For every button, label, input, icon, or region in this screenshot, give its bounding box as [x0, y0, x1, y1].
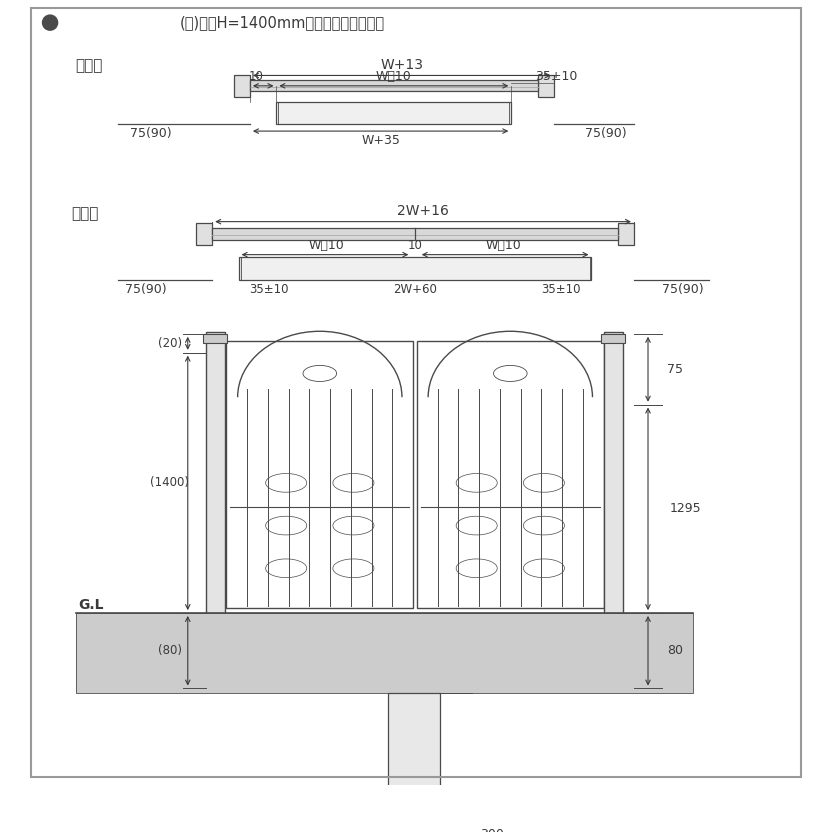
- Text: 75(90): 75(90): [130, 127, 171, 141]
- Text: (　)内はH=1400mmタイプを示します。: ( )内はH=1400mmタイプを示します。: [179, 15, 384, 30]
- Bar: [234, 75, 250, 97]
- Bar: [203, 334, 227, 344]
- Bar: [537, 75, 554, 97]
- Bar: [417, 341, 604, 608]
- Bar: [76, 613, 693, 693]
- Text: 80: 80: [667, 644, 683, 657]
- Text: 1295: 1295: [670, 503, 701, 515]
- Text: 75(90): 75(90): [126, 283, 167, 296]
- Bar: [212, 228, 618, 240]
- Bar: [601, 334, 626, 344]
- Text: W+13: W+13: [380, 58, 423, 72]
- Bar: [250, 80, 537, 92]
- Text: 10: 10: [248, 70, 263, 83]
- Bar: [196, 223, 212, 245]
- Text: 10: 10: [408, 239, 423, 252]
- Text: 2W+16: 2W+16: [397, 205, 449, 218]
- Text: 35±10: 35±10: [542, 283, 581, 296]
- Text: 両開き: 両開き: [71, 206, 98, 221]
- Text: (1400): (1400): [151, 477, 190, 489]
- Text: W－10: W－10: [376, 70, 412, 83]
- Bar: [389, 693, 440, 832]
- Text: (20): (20): [158, 337, 182, 349]
- Text: W－10: W－10: [485, 239, 521, 252]
- Text: G.L: G.L: [78, 598, 104, 612]
- Circle shape: [42, 15, 57, 30]
- Bar: [276, 102, 511, 125]
- Text: 75(90): 75(90): [585, 127, 626, 141]
- Text: W－10: W－10: [309, 239, 344, 252]
- Bar: [239, 257, 592, 280]
- Text: 75(90): 75(90): [662, 283, 704, 296]
- Text: 片開き: 片開き: [76, 58, 103, 73]
- Bar: [618, 223, 634, 245]
- Text: W+35: W+35: [361, 134, 400, 147]
- Text: 300: 300: [480, 828, 503, 832]
- Bar: [604, 332, 622, 689]
- Text: 2W+60: 2W+60: [393, 283, 437, 296]
- Bar: [226, 341, 414, 608]
- Text: (80): (80): [158, 644, 182, 657]
- Bar: [76, 613, 693, 693]
- Text: 35±10: 35±10: [535, 70, 577, 83]
- Text: 35±10: 35±10: [249, 283, 289, 296]
- Bar: [206, 332, 225, 689]
- Text: 75: 75: [667, 363, 683, 376]
